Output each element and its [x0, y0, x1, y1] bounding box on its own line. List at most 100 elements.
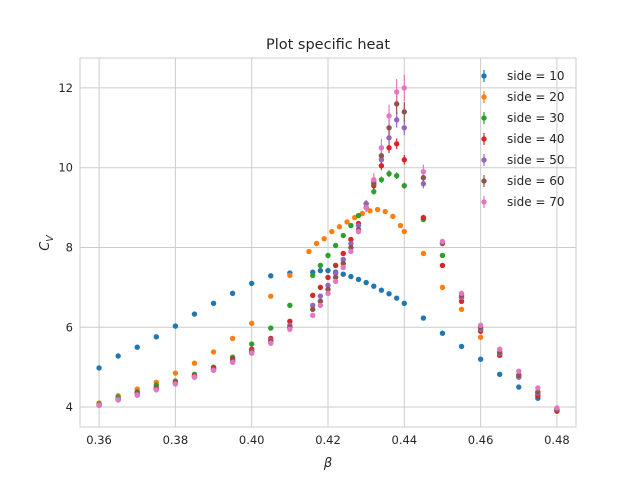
legend-marker [481, 94, 487, 100]
y-axis-label: CV [38, 234, 56, 251]
data-point-series-7 [386, 113, 392, 119]
data-point-series-3 [310, 272, 316, 279]
data-point-series-5 [363, 200, 369, 207]
legend-entry-5: side = 50 [481, 153, 565, 167]
data-point-series-7 [477, 322, 484, 328]
data-point-series-7 [458, 290, 465, 297]
data-point-series-1 [439, 330, 446, 336]
x-tick-label: 0.44 [392, 433, 418, 447]
data-point-series-1 [458, 343, 465, 350]
data-point-series-6 [325, 286, 331, 293]
data-point-series-4 [386, 145, 392, 151]
data-point-series-5 [386, 135, 392, 141]
data-point-series-3 [378, 176, 385, 183]
data-point-series-7 [248, 350, 255, 356]
data-point-series-6 [310, 306, 316, 313]
tick-labels: 0.36 0.38 0.40 0.42 0.44 0.46 0.48 4 6 8 10 12 [58, 81, 569, 447]
data-point-series-4 [439, 262, 446, 269]
data-point-series-5 [378, 157, 385, 163]
data-point-series-4 [317, 284, 324, 291]
data-point-series-6 [348, 244, 354, 251]
legend-entry-4: side = 40 [481, 132, 565, 146]
data-point-series-3 [340, 232, 346, 239]
data-point-series-7 [393, 89, 400, 95]
data-point-series-2 [401, 228, 408, 235]
data-point-series-3 [287, 302, 293, 309]
data-point-series-5 [420, 180, 427, 187]
data-point-series-1 [134, 344, 140, 350]
data-point-series-2 [336, 224, 343, 230]
data-point-series-2 [172, 370, 179, 376]
data-point-series-4 [332, 262, 339, 269]
data-point-series-3 [348, 222, 354, 229]
data-point-series-4 [310, 292, 316, 299]
data-point-series-7 [332, 278, 339, 285]
data-point-series-1 [477, 356, 484, 362]
data-point-series-7 [554, 405, 560, 411]
data-point-series-4 [287, 318, 293, 324]
y-tick-label: 6 [66, 320, 73, 334]
data-point-series-5 [401, 125, 408, 131]
legend-label: side = 50 [507, 153, 565, 167]
data-point-series-7 [115, 397, 121, 403]
data-point-series-1 [172, 323, 179, 329]
data-point-series-3 [332, 242, 339, 249]
x-tick-label: 0.48 [544, 433, 570, 447]
legend-label: side = 30 [507, 111, 565, 125]
data-point-series-1 [420, 315, 427, 321]
data-point-series-4 [340, 250, 346, 257]
data-point-series-3 [325, 252, 331, 259]
y-tick-label: 8 [66, 240, 73, 254]
data-point-series-6 [516, 372, 522, 378]
data-point-series-6 [378, 153, 385, 159]
data-point-series-7 [420, 168, 427, 175]
data-point-series-5 [355, 222, 362, 229]
legend-entry-3: side = 30 [481, 111, 565, 125]
data-point-series-1 [516, 384, 522, 390]
plot-frame [79, 57, 577, 428]
data-point-series-7 [287, 326, 293, 332]
data-point-series-4 [393, 141, 400, 147]
legend-marker [481, 73, 487, 79]
data-point-series-7 [439, 238, 446, 245]
y-tick-label: 10 [58, 161, 73, 175]
legend-entry-7: side = 70 [481, 195, 565, 209]
data-point-series-3 [355, 212, 362, 219]
legend-label: side = 70 [507, 195, 565, 209]
data-point-series-2 [374, 206, 381, 213]
data-point-series-7 [96, 402, 102, 408]
legend-marker [481, 115, 487, 121]
data-point-series-3 [268, 325, 274, 331]
data-point-series-3 [401, 182, 408, 189]
data-point-series-2 [477, 334, 484, 340]
data-point-series-1 [393, 295, 400, 301]
data-point-series-5 [325, 282, 331, 289]
legend-marker [481, 199, 487, 205]
y-axis-label-main: C [38, 241, 53, 251]
data-point-series-6 [386, 125, 392, 131]
data-point-series-7 [355, 228, 362, 235]
data-point-series-1 [386, 291, 392, 297]
data-point-series-5 [317, 293, 324, 299]
data-point-series-4 [458, 298, 465, 305]
data-point-series-7 [340, 264, 346, 271]
data-point-series-2 [367, 208, 373, 214]
data-point-series-7 [191, 374, 198, 380]
data-point-series-1 [210, 300, 217, 307]
x-tick-label: 0.46 [468, 433, 494, 447]
data-point-series-7 [516, 368, 522, 374]
data-point-series-6 [317, 298, 324, 305]
data-point-series-5 [332, 270, 339, 277]
legend-marker [481, 157, 487, 163]
chart-title: Plot specific heat [266, 37, 390, 53]
legend-entry-6: side = 60 [481, 174, 565, 188]
data-point-series-3 [317, 262, 324, 269]
data-point-series-2 [268, 293, 274, 299]
data-point-series-1 [340, 271, 346, 277]
x-tick-label: 0.36 [86, 433, 112, 447]
data-point-series-3 [371, 188, 377, 195]
data-points [96, 85, 560, 414]
data-point-series-7 [378, 145, 385, 151]
data-point-series-2 [210, 349, 217, 355]
data-point-series-1 [371, 283, 377, 289]
